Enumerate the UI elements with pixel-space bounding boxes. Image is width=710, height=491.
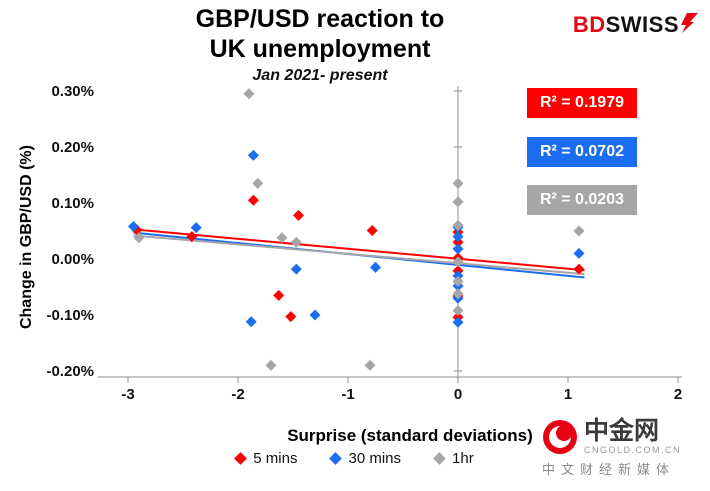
svg-text:0.00%: 0.00% (51, 251, 94, 268)
brand-swiss-text: SWISS (605, 12, 679, 37)
svg-text:-3: -3 (121, 386, 134, 403)
legend-item-30mins: 30 mins (329, 450, 402, 467)
chart-subtitle: Jan 2021- present (252, 67, 388, 84)
legend: 5 mins 30 mins 1hr (55, 450, 655, 467)
legend-item-1hr: 1hr (433, 450, 474, 467)
y-axis-title: Change in GBP/USD (%) (18, 145, 35, 330)
blue-diamond-icon (329, 452, 343, 465)
r2-badge-5mins: R² = 0.1979 (526, 88, 637, 118)
bdswiss-arrow-icon (681, 13, 698, 33)
chart-title-line1: GBP/USD reaction to (195, 5, 445, 33)
gray-diamond-icon (433, 452, 446, 465)
legend-label-30mins: 30 mins (348, 450, 402, 467)
svg-text:0.20%: 0.20% (51, 139, 94, 156)
bdswiss-logo: BD SWISS (573, 12, 698, 38)
svg-text:1: 1 (564, 386, 572, 403)
title-block: GBP/USD reaction to UK unemployment Jan … (105, 4, 535, 85)
svg-text:0: 0 (454, 386, 462, 403)
svg-text:-1: -1 (341, 386, 354, 403)
svg-text:-2: -2 (231, 386, 244, 403)
svg-text:0.10%: 0.10% (51, 195, 94, 212)
svg-text:-0.10%: -0.10% (46, 307, 94, 324)
legend-label-5mins: 5 mins (253, 450, 298, 467)
legend-label-1hr: 1hr (452, 450, 474, 467)
svg-text:2: 2 (674, 386, 682, 403)
cngold-watermark: 中金网 CNGOLD.COM.CN 中文财经新媒体 (542, 418, 702, 478)
watermark-slogan: 中文财经新媒体 (542, 462, 676, 477)
r2-badge-30mins: R² = 0.0702 (526, 137, 637, 167)
chart-title-line2: UK unemployment (209, 35, 431, 63)
watermark-url: CNGOLD.COM.CN (584, 445, 682, 455)
legend-item-5mins: 5 mins (234, 450, 298, 467)
red-diamond-icon (234, 452, 248, 465)
watermark-name: 中金网 (584, 417, 660, 445)
r2-badge-1hr: R² = 0.0203 (526, 185, 637, 215)
brand-bd-text: BD (572, 12, 606, 37)
x-axis-title: Surprise (standard deviations) (287, 426, 533, 445)
svg-text:-0.20%: -0.20% (46, 363, 94, 380)
cngold-logo-icon (543, 419, 577, 454)
svg-text:0.30%: 0.30% (51, 83, 94, 100)
